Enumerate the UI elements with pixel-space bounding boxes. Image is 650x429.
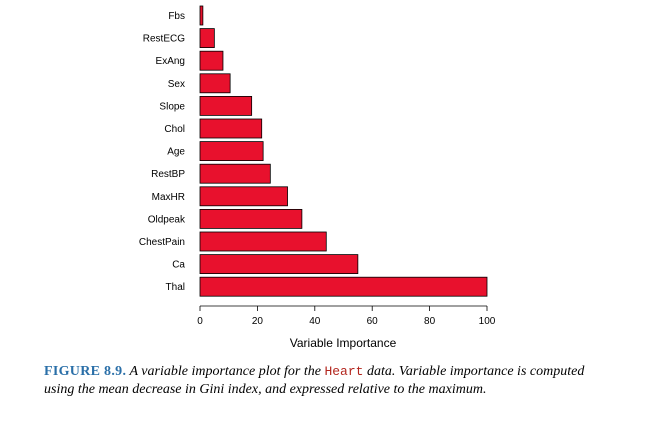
x-tick-label: 0 — [197, 316, 203, 327]
category-label: Ca — [172, 260, 185, 271]
bar-slope — [199, 96, 253, 116]
caption-code-word: Heart — [324, 364, 364, 379]
x-tick-label: 100 — [479, 316, 496, 327]
figure-caption: FIGURE 8.9. A variable importance plot f… — [44, 363, 600, 399]
bar-exang — [199, 50, 224, 71]
x-tick-label: 60 — [367, 316, 379, 327]
category-label: RestECG — [143, 34, 185, 45]
bar-oldpeak — [199, 208, 303, 229]
figure-number: FIGURE 8.9. — [44, 364, 127, 379]
category-label: Chol — [164, 124, 185, 135]
bar-maxhr — [199, 186, 288, 207]
bar-age — [199, 141, 264, 162]
category-label: Slope — [159, 101, 185, 112]
category-label: Age — [167, 147, 185, 158]
category-labels: Fbs RestECG ExAng Sex Slope Chol Age RestBP MaxH… — [139, 11, 186, 293]
x-tick-label: 20 — [252, 316, 264, 327]
bar-restbp — [199, 163, 271, 184]
bar-sex — [199, 73, 231, 94]
category-label: Oldpeak — [148, 214, 186, 225]
category-label: Thal — [166, 282, 185, 293]
bar-ca — [199, 254, 359, 275]
category-label: ChestPain — [139, 237, 185, 248]
caption-text-1: A variable importance plot for the — [126, 364, 325, 379]
caption-text-2: data. Variable importance is computed us… — [44, 364, 585, 397]
variable-importance-chart: Fbs RestECG ExAng Sex Slope Chol Age RestBP MaxH… — [139, 5, 496, 350]
category-label: Sex — [168, 79, 185, 90]
x-axis-label: Variable Importance — [290, 336, 397, 350]
x-axis: 0 20 40 60 80 100 — [197, 305, 496, 327]
bar-chol — [199, 118, 263, 139]
bar-thal — [199, 276, 488, 297]
category-label: RestBP — [151, 169, 185, 180]
category-label: Fbs — [168, 11, 185, 22]
bar-chestpain — [199, 231, 327, 252]
bar-restecg — [199, 28, 215, 49]
category-label: MaxHR — [152, 192, 185, 203]
bars-group — [199, 5, 488, 297]
bar-fbs — [199, 5, 204, 26]
category-label: ExAng — [156, 56, 185, 67]
x-tick-label: 40 — [309, 316, 321, 327]
x-tick-label: 80 — [424, 316, 436, 327]
